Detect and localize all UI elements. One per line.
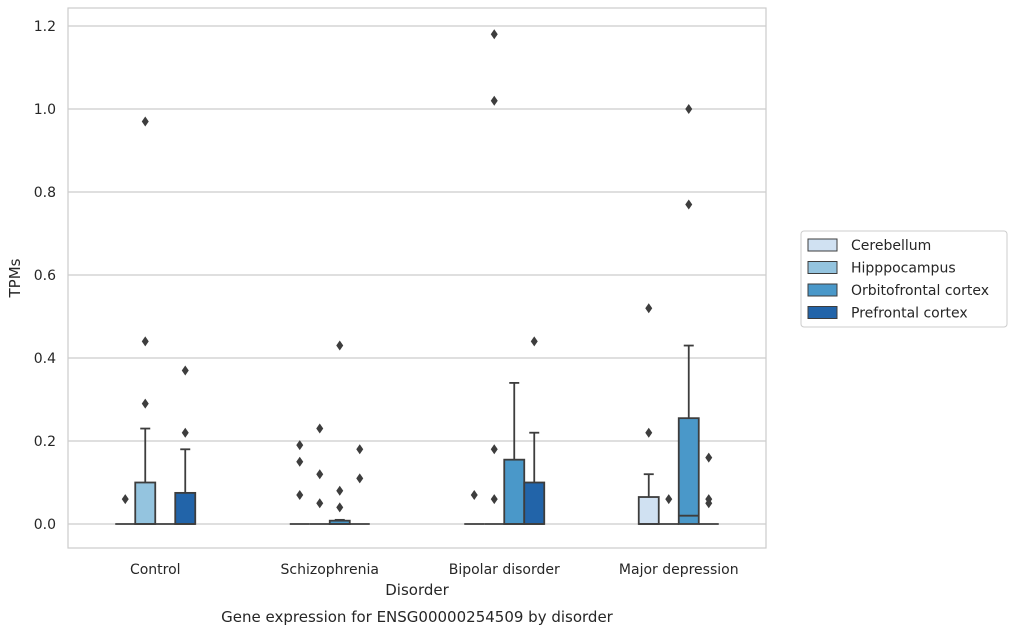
box-body <box>503 458 526 525</box>
box-group <box>484 29 505 525</box>
plot-area-frame <box>67 7 767 549</box>
outlier-point <box>141 336 149 347</box>
outlier-point <box>296 456 304 467</box>
box-body <box>523 481 546 525</box>
box-group <box>309 423 330 525</box>
y-axis-label: TPMs <box>6 258 24 298</box>
box-body <box>677 417 700 525</box>
x-tick-label: Control <box>130 562 181 578</box>
box-series <box>115 29 719 525</box>
box-group <box>174 365 197 525</box>
outlier-point <box>316 498 324 509</box>
box-group <box>349 444 370 525</box>
outlier-point <box>705 452 713 463</box>
y-tick-label: 0.8 <box>34 185 56 201</box>
legend-swatch <box>807 306 838 319</box>
x-tick-label: Bipolar disorder <box>449 562 560 578</box>
x-tick-label: Schizophrenia <box>281 562 379 578</box>
outlier-point <box>530 336 538 347</box>
box-group <box>115 494 136 525</box>
grid-lines <box>68 25 766 525</box>
legend-label: Prefrontal cortex <box>851 306 968 322</box>
outlier-point <box>316 469 324 480</box>
legend-frame <box>800 230 1008 328</box>
outlier-point <box>296 489 304 500</box>
box-group <box>637 303 660 525</box>
outlier-point <box>470 489 478 500</box>
box-group <box>134 116 157 525</box>
y-tick-label: 0.4 <box>34 351 56 367</box>
box-group <box>503 381 526 525</box>
outlier-point <box>490 95 498 106</box>
outlier-point <box>296 440 304 451</box>
y-tick-label: 1.0 <box>34 102 56 118</box>
outlier-point <box>181 365 189 376</box>
legend-label: Cerebellum <box>851 238 931 254</box>
box-body <box>174 491 197 525</box>
outlier-point <box>336 502 344 513</box>
outlier-point <box>121 494 129 505</box>
box-group <box>464 489 485 525</box>
legend-swatch <box>807 238 838 252</box>
outlier-point <box>316 423 324 434</box>
box-group <box>677 104 700 525</box>
y-tick-label: 1.2 <box>34 19 56 35</box>
outlier-point <box>336 485 344 496</box>
box-body <box>637 496 660 525</box>
outlier-point <box>141 116 149 127</box>
x-axis-ticks: Control Schizophrenia Bipolar disorder Majo… <box>130 562 739 578</box>
outlier-point <box>490 444 498 455</box>
y-tick-label: 0.6 <box>34 268 56 284</box>
legend: Cerebellum Hipppocampus Orbitofrontal cort… <box>800 230 1008 328</box>
y-tick-label: 0.2 <box>34 434 56 450</box>
outlier-point <box>645 427 653 438</box>
outlier-point <box>490 29 498 40</box>
box-group <box>289 440 310 525</box>
box-group <box>658 494 679 525</box>
outlier-point <box>490 494 498 505</box>
legend-swatch <box>807 261 838 274</box>
outlier-point <box>356 444 364 455</box>
box-group <box>328 340 351 525</box>
y-axis-ticks: 0.0 0.2 0.4 0.6 0.8 1.0 1.2 <box>34 19 56 533</box>
box-group <box>698 452 719 525</box>
box-body <box>134 481 157 525</box>
legend-swatch <box>807 283 838 297</box>
outlier-point <box>356 473 364 484</box>
legend-label: Orbitofrontal cortex <box>851 283 989 299</box>
outlier-point <box>336 340 344 351</box>
outlier-point <box>685 104 693 114</box>
outlier-point <box>141 398 149 409</box>
legend-label: Hipppocampus <box>851 261 956 277</box>
chart-caption: Gene expression for ENSG00000254509 by d… <box>221 608 614 626</box>
outlier-point <box>181 427 189 438</box>
outlier-point <box>705 494 713 505</box>
outlier-point <box>665 494 673 505</box>
outlier-point <box>645 303 653 314</box>
box-group <box>523 336 546 525</box>
x-tick-label: Major depression <box>619 562 739 578</box>
outlier-point <box>685 199 693 210</box>
x-axis-label: Disorder <box>385 581 449 599</box>
y-tick-label: 0.0 <box>34 517 56 533</box>
